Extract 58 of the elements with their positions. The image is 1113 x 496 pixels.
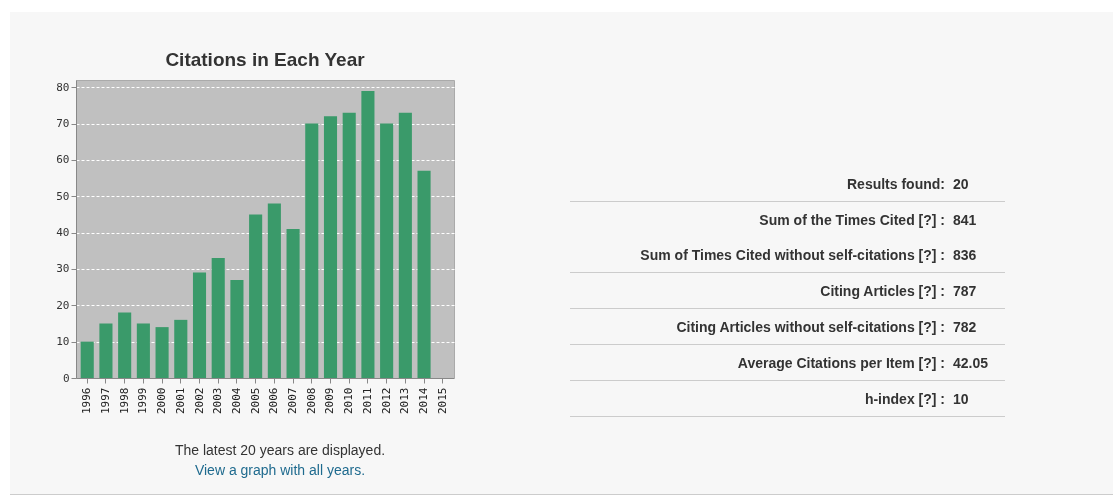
- bar: [305, 123, 319, 378]
- bar: [136, 323, 150, 378]
- y-tick-label: 40: [56, 226, 70, 240]
- x-tick-label: 2012: [379, 387, 393, 414]
- text: Average Citations per Item [?] : 42.05: [736, 354, 990, 371]
- text: View a graph with all years.: [193, 461, 367, 480]
- bar: [230, 279, 244, 378]
- bar: [118, 312, 132, 378]
- x-tick-label: 2004: [229, 387, 243, 414]
- bar: [398, 112, 412, 378]
- x-tick-label: 2007: [286, 387, 300, 414]
- bar: [192, 272, 207, 378]
- bar: [267, 203, 281, 378]
- x-tick-label: 2005: [248, 387, 262, 414]
- y-tick-label: 0: [62, 371, 70, 385]
- bar: [211, 258, 225, 378]
- x-tick-label: 2008: [304, 387, 318, 414]
- y-tick-label: 10: [56, 335, 70, 349]
- x-tick-label: 1996: [80, 387, 94, 414]
- x-tick-label: 2015: [435, 387, 449, 414]
- x-tick-label: 2001: [173, 387, 187, 414]
- text: Sum of Times Cited without self-citations [?] : 836: [639, 246, 978, 263]
- text: Citing Articles [?] : 787: [819, 282, 978, 299]
- bar: [249, 214, 263, 378]
- bar: [80, 341, 94, 378]
- x-tick-label: 2014: [417, 387, 431, 414]
- x-tick-label: 2006: [267, 387, 281, 414]
- text: h-index [?] : 10: [863, 390, 970, 407]
- x-tick-label: 2013: [398, 387, 412, 414]
- x-tick-label: 2010: [342, 387, 356, 414]
- y-tick-label: 80: [56, 80, 70, 94]
- x-tick-label: 2000: [155, 387, 169, 414]
- text: The latest 20 years are displayed.: [173, 441, 387, 460]
- bar: [155, 327, 169, 378]
- bar: [342, 112, 356, 378]
- bar: [380, 123, 394, 378]
- bar: [323, 116, 338, 378]
- x-tick-label: 2011: [360, 387, 374, 414]
- bar: [361, 90, 375, 378]
- x-tick-label: 1998: [117, 387, 131, 414]
- x-tick-label: 2003: [211, 387, 225, 414]
- y-tick-label: 20: [56, 298, 70, 312]
- bar: [174, 319, 188, 378]
- y-tick-label: 70: [56, 117, 70, 131]
- chart-title: Citations in Each Year: [165, 49, 366, 70]
- text: Sum of the Times Cited [?] : 841: [758, 211, 978, 228]
- bar: [99, 323, 113, 378]
- text: Results found: 20: [846, 175, 970, 192]
- y-tick-label: 60: [56, 153, 70, 167]
- y-tick-label: 50: [56, 189, 70, 203]
- x-tick-label: 1999: [136, 387, 150, 414]
- x-tick-label: 1997: [98, 387, 112, 414]
- bar: [417, 170, 431, 378]
- y-tick-label: 30: [56, 262, 70, 276]
- x-tick-label: 2009: [323, 387, 337, 414]
- bar: [286, 229, 300, 378]
- text: Citing Articles without self-citations [?] : 782: [675, 318, 978, 335]
- x-tick-label: 2002: [192, 387, 206, 414]
